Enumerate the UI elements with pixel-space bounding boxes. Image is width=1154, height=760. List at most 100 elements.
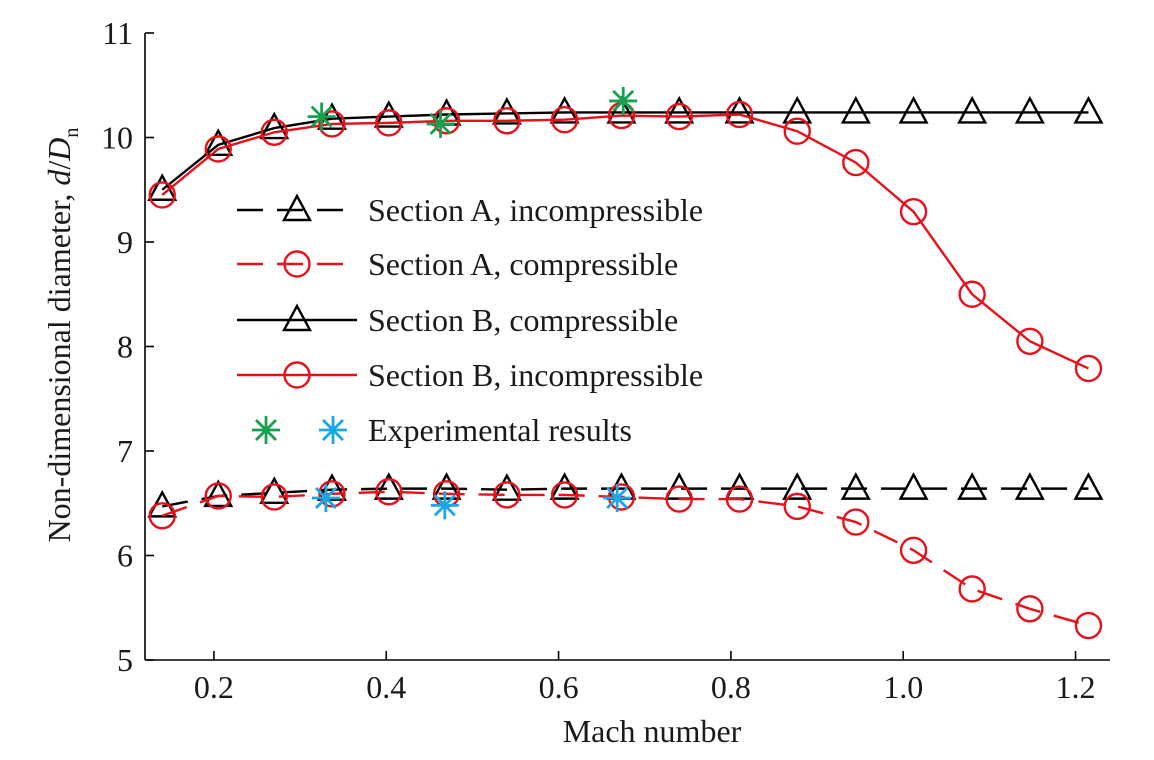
data-point — [375, 478, 403, 506]
tick-labels: 0.2 0.4 0.6 0.8 1.0 1.2 5 6 7 8 9 10 11 — [101, 15, 1096, 705]
data-point — [782, 472, 813, 500]
data-point — [1074, 611, 1103, 640]
data-point — [1016, 327, 1044, 355]
data-point — [259, 111, 290, 140]
legend-label: Section A, compressible — [368, 246, 678, 282]
data-point — [783, 117, 811, 145]
y-tick-label: 8 — [117, 329, 133, 365]
experimental-point — [603, 484, 632, 513]
x-tick-label: 0.4 — [366, 669, 406, 705]
data-point — [550, 481, 579, 509]
data-point — [842, 508, 870, 536]
series-section-b-compressible — [147, 95, 1104, 201]
data-point — [665, 102, 693, 131]
data-point — [148, 502, 176, 530]
marker-stroke — [322, 419, 344, 441]
data-point — [431, 472, 462, 500]
legend: Section A, incompressible Section A, comp… — [237, 192, 703, 448]
data-point — [147, 173, 178, 201]
data-point — [724, 95, 755, 124]
marker-stroke — [429, 112, 452, 135]
data-point — [373, 472, 404, 500]
x-tick-label: 1.2 — [1056, 669, 1096, 705]
legend-entry: Section A, incompressible — [237, 192, 703, 228]
series-layer — [147, 95, 1104, 640]
y-axis-title: Non-dimensional diameter, d/Dn — [41, 128, 83, 543]
legend-marker — [283, 361, 311, 389]
data-point — [432, 107, 461, 135]
legend-label: Section B, compressible — [368, 302, 678, 338]
data-point — [1014, 95, 1045, 124]
legend-label: Experimental results — [368, 412, 632, 448]
data-point — [899, 536, 928, 564]
marker-stroke — [310, 105, 333, 128]
legend-marker — [319, 416, 347, 444]
legend-entry: Section B, incompressible — [237, 357, 703, 393]
data-point — [725, 485, 754, 513]
data-point — [204, 482, 232, 510]
marker-stroke — [612, 89, 635, 112]
data-point — [899, 197, 928, 226]
data-point — [664, 95, 695, 124]
data-point — [665, 485, 693, 513]
series-line — [161, 111, 1089, 191]
y-tick-label: 7 — [117, 433, 133, 469]
series-section-b-incompressible — [148, 100, 1103, 383]
x-tick-label: 1.0 — [883, 669, 923, 705]
data-point — [1073, 95, 1104, 124]
data-point — [373, 100, 404, 128]
experimental-point — [430, 491, 459, 520]
data-point — [549, 472, 580, 500]
data-point — [957, 95, 988, 124]
data-point — [148, 181, 176, 209]
data-point — [898, 95, 929, 124]
data-point — [260, 483, 288, 511]
axes — [144, 32, 1110, 661]
data-point — [958, 575, 986, 603]
data-point — [782, 95, 813, 124]
experimental-point — [307, 102, 336, 131]
legend-label: Section B, incompressible — [368, 357, 703, 393]
data-point — [1073, 472, 1104, 500]
y-tick-label: 9 — [117, 224, 133, 260]
data-point — [957, 472, 988, 500]
data-point — [725, 100, 754, 129]
marker-stroke — [433, 494, 456, 517]
data-point — [783, 492, 811, 521]
x-tick-label: 0.6 — [539, 669, 579, 705]
data-point — [204, 135, 232, 163]
data-point — [259, 476, 290, 504]
experimental-layer — [307, 86, 638, 520]
legend-entry: Section A, compressible — [237, 246, 678, 282]
data-point — [318, 480, 346, 508]
legend-entry: Section B, compressible — [237, 302, 678, 338]
y-tick-label: 11 — [102, 15, 133, 51]
marker-stroke — [314, 487, 337, 510]
legend-marker — [252, 416, 280, 444]
data-point — [840, 95, 871, 124]
series-line — [161, 490, 1089, 627]
data-point — [1074, 354, 1103, 383]
data-point — [840, 472, 871, 500]
x-tick-label: 0.2 — [194, 669, 234, 705]
data-point — [260, 118, 288, 146]
y-tick-label: 5 — [117, 642, 133, 678]
experimental-point — [609, 86, 638, 115]
data-point — [1016, 595, 1044, 623]
y-tick-label: 10 — [101, 120, 133, 156]
legend-marker — [281, 303, 313, 332]
data-point — [203, 128, 234, 157]
data-point — [1014, 472, 1045, 500]
marker-stroke — [255, 419, 277, 441]
x-tick-label: 0.8 — [711, 669, 751, 705]
y-tick-label: 6 — [117, 538, 133, 574]
data-point — [375, 109, 403, 137]
data-point — [898, 472, 929, 500]
marker-stroke — [606, 487, 629, 510]
data-point — [491, 473, 522, 501]
series-line — [162, 487, 1089, 508]
data-point — [318, 110, 346, 138]
experimental-point — [426, 109, 455, 138]
legend-marker — [283, 250, 311, 278]
